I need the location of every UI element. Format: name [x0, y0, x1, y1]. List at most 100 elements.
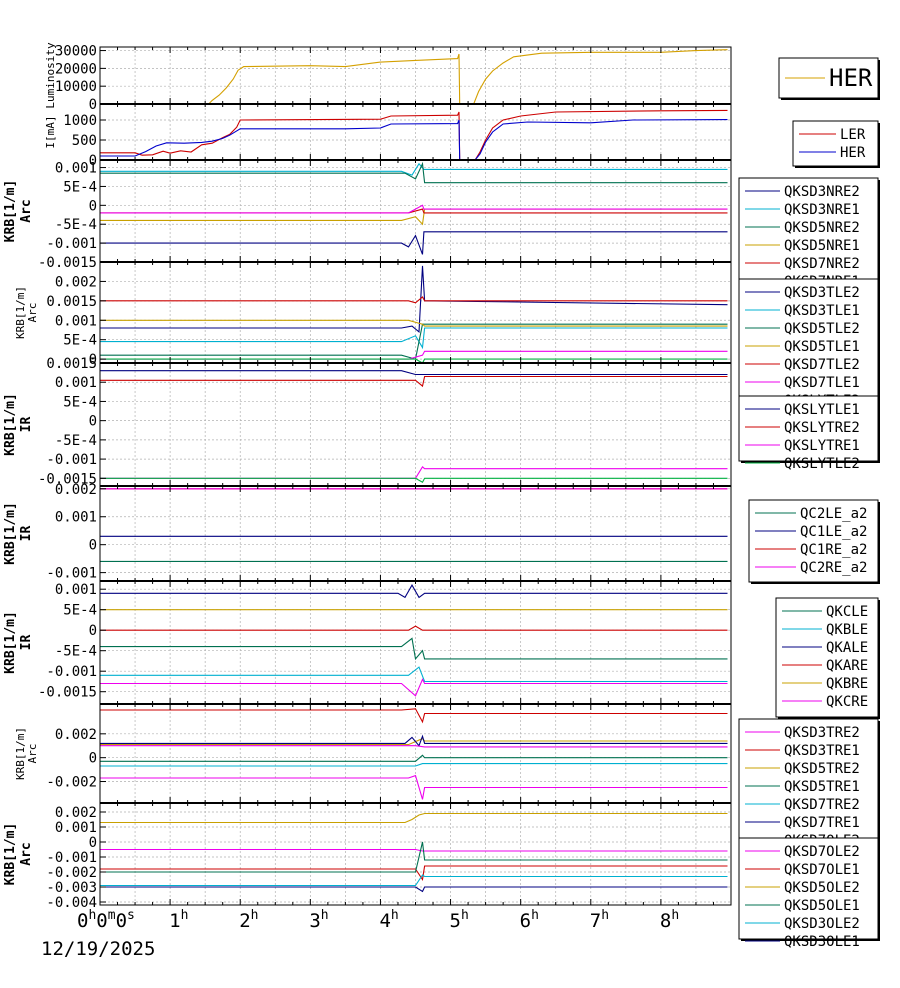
y-tick-label: 0	[89, 414, 97, 430]
series-arc3-QKSD5TRE1	[100, 754, 728, 762]
legend-label: QKSD3OLE1	[784, 934, 860, 950]
y-tick-label: -0.0015	[38, 255, 97, 271]
series-ir3-QKCRE	[100, 678, 728, 697]
y-tick-label: 0	[89, 352, 97, 368]
legend-label: QKSD5OLE1	[784, 898, 860, 914]
legend-box	[738, 395, 879, 462]
series-arc2-QKSD5TLE1	[100, 319, 728, 327]
legend-label: HER	[829, 64, 873, 92]
legend-label: QKSD7OLE2	[784, 844, 860, 860]
y-tick-label: -0.0015	[38, 685, 97, 701]
series-luminosity-HER	[100, 49, 728, 105]
series-current-LER	[100, 109, 728, 161]
y-tick-label: 500	[72, 133, 97, 149]
y-tick-label: 0.0015	[46, 294, 97, 310]
y-axis-label: I[mA]	[44, 115, 57, 148]
legend-label: QKSD7NRE2	[784, 256, 860, 272]
legend-arc3: QKSD3TRE2 QKSD3TRE1 QKSD5TRE2 QKSD5TRE1 QKSD…	[738, 718, 880, 849]
y-tick-label: -0.0015	[38, 471, 97, 487]
series-arc3-QKSD3TRE1	[100, 708, 728, 724]
legend-label: QKSD3OLE2	[784, 916, 860, 932]
y-tick-label: 0.002	[55, 482, 97, 498]
y-tick-label: -5E-4	[55, 217, 97, 233]
y-tick-label: -0.002	[46, 865, 97, 881]
series-arc4-QKSD3OLE1	[100, 886, 728, 893]
y-axis-label: Arc	[19, 199, 34, 222]
y-axis-label: KRB[1/m]	[3, 502, 18, 565]
y-axis-label: IR	[19, 526, 34, 542]
legend-box	[738, 718, 879, 839]
y-axis-label: KRB[1/m]	[3, 180, 18, 243]
series-arc3-QKSD7OLE2	[100, 745, 728, 748]
series-arc4-QKSD5OLE2	[100, 812, 728, 824]
y-axis-label: KRB[1/m]	[3, 823, 18, 886]
legend-label: QKALE	[826, 640, 868, 656]
x-tick-label: 4h	[379, 908, 398, 932]
legend-label: QKSD3NRE1	[784, 202, 860, 218]
legend-label: QC2RE_a2	[800, 560, 867, 576]
series-current-HER	[100, 119, 728, 161]
y-tick-label: -0.003	[46, 880, 97, 896]
x-axis: 0h0m0s 1h 2h 3h 4h 5h 6h 7h 8h 12/19/2025	[41, 908, 679, 960]
legend-label: QKCLE	[826, 604, 868, 620]
legend-label: QKSD7TLE1	[784, 375, 860, 391]
legend-label: QKSLYTLE1	[784, 402, 860, 418]
y-axis-label: Luminosity	[44, 42, 57, 109]
series-arc1-QKSD5NRE2	[100, 161, 728, 184]
series-ir1-QKSLYTRE2	[100, 375, 728, 388]
legend-label: LER	[840, 127, 866, 143]
series-ir1-QKSLYTLE1	[100, 370, 728, 376]
legend-label: HER	[840, 145, 866, 161]
legend-label: QKSD5TLE2	[784, 321, 860, 337]
legend-arc1: QKSD3NRE2 QKSD3NRE1 QKSD5NRE2 QKSD5NRE1 QKSD…	[738, 177, 880, 290]
y-tick-label: -0.001	[46, 566, 97, 582]
series-arc1-QKSD7NRE1	[100, 204, 728, 214]
panel-ir3: -0.0015 -0.001 -5E-4 0 5E-4 0.001 KRB[1/m] IR	[3, 580, 732, 705]
x-tick-label: 1h	[169, 908, 188, 932]
series-ir3-QKCLE	[100, 637, 728, 661]
y-tick-label: 5E-4	[63, 333, 97, 349]
series-ir3-QKALE	[100, 583, 728, 599]
y-axis-label: Arc	[19, 842, 34, 865]
y-axis-label: KRB[1/m]	[3, 611, 18, 674]
legend-box	[792, 120, 879, 167]
legend-label: QKSD5TRE1	[784, 779, 860, 795]
series-arc4-QKSD5OLE1	[100, 841, 728, 873]
legend-label: QKSD3TLE2	[784, 285, 860, 301]
legend-label: QKSD3TLE1	[784, 303, 860, 319]
y-tick-label: 0.0015	[46, 356, 97, 372]
y-tick-label: 5E-4	[63, 394, 97, 410]
legend-label: QKSD7TLE2	[784, 357, 860, 373]
panel-ir2: -0.001 0 0.001 0.002 KRB[1/m] IR	[3, 482, 732, 582]
legend-ir3: QKCLE QKBLE QKALE QKARE QKBRE QKCRE	[775, 597, 880, 719]
legend-label: QKSD3TRE2	[784, 725, 860, 741]
x-tick-label: 6h	[520, 908, 539, 932]
y-tick-label: 0.002	[55, 805, 97, 821]
x-tick-label: 0h0m0s	[77, 908, 135, 932]
legend-box	[738, 837, 879, 940]
panel-arc2: 0 5E-4 0.001 0.0015 0.002 KRB[1/m] Arc	[14, 261, 732, 368]
y-tick-label: 5E-4	[63, 603, 97, 619]
y-tick-label: 0	[89, 751, 97, 767]
legend-label: QKSLYTRE2	[784, 420, 860, 436]
legend-label: QKSD5NRE1	[784, 238, 860, 254]
legend-label: QKSD5TLE1	[784, 339, 860, 355]
x-tick-label: 2h	[239, 908, 258, 932]
y-tick-label: 0	[89, 198, 97, 214]
y-tick-label: 0	[89, 623, 97, 639]
legend-luminosity: HER	[778, 57, 880, 100]
y-tick-label: 0	[89, 97, 97, 113]
y-tick-label: -0.001	[46, 664, 97, 680]
y-tick-label: 5E-4	[63, 179, 97, 195]
legend-box	[775, 597, 879, 718]
legend-label: QKSD5TRE2	[784, 761, 860, 777]
legend-label: QKCRE	[826, 694, 868, 710]
legend-label: QKSD7TRE1	[784, 815, 860, 831]
series-arc2-QKSD7TLE2	[100, 296, 728, 304]
y-tick-label: 0	[89, 153, 97, 169]
series-ir3-QKBLE	[100, 666, 728, 683]
series-ir1-QKSLYTRE1	[100, 465, 728, 479]
